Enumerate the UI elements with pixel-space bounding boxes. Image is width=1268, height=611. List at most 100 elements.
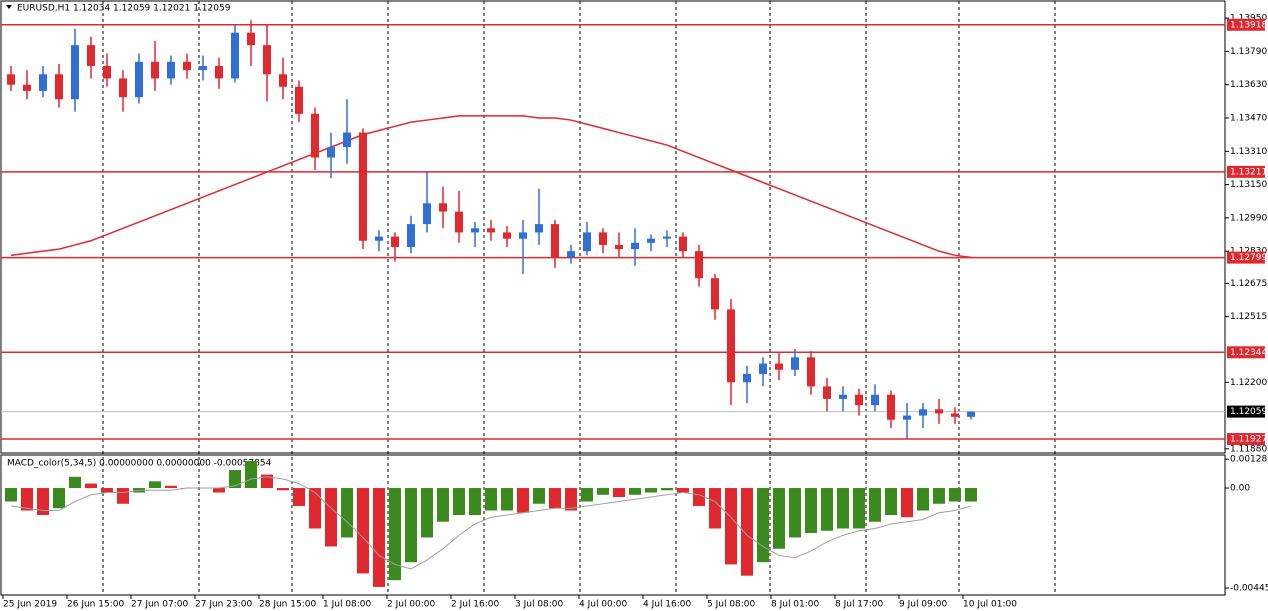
- x-tick-label: 10 Jul 01:00: [963, 600, 1017, 610]
- level-label-box: [1227, 346, 1265, 359]
- macd-bar: [725, 488, 737, 565]
- macd-bar: [805, 488, 817, 533]
- macd-bar: [37, 488, 49, 515]
- macd-bar: [629, 488, 641, 495]
- y-tick-label: 1.13150: [1230, 180, 1267, 190]
- level-label: 1.11927: [1230, 435, 1267, 445]
- x-tick-label: 4 Jul 16:00: [643, 600, 692, 610]
- macd-bar: [885, 488, 897, 515]
- macd-bar: [773, 488, 785, 549]
- candle-body: [823, 386, 831, 399]
- macd-bar: [949, 488, 961, 502]
- macd-bar: [709, 488, 721, 529]
- candle-body: [359, 132, 367, 241]
- y-tick-label: 1.12515: [1230, 312, 1267, 322]
- macd-bar: [693, 488, 705, 507]
- candle-body: [55, 74, 63, 100]
- macd-bar: [213, 488, 225, 493]
- candle-body: [887, 394, 895, 420]
- level-label-box: [1227, 18, 1265, 31]
- x-tick-label: 8 Jul 17:00: [835, 600, 884, 610]
- macd-bar: [581, 488, 593, 502]
- macd-frame: [0, 454, 1226, 596]
- candle-body: [967, 411, 975, 417]
- candle-body: [39, 74, 47, 91]
- main-frame: [0, 0, 1226, 454]
- macd-bar: [357, 488, 369, 574]
- x-tick-label: 8 Jul 01:00: [771, 600, 820, 610]
- y-tick-label: 1.12990: [1230, 213, 1267, 223]
- macd-bar: [549, 488, 561, 509]
- macd-bar: [261, 474, 273, 489]
- candle-body: [615, 244, 623, 250]
- y-tick-label: 1.13630: [1230, 80, 1267, 90]
- current-price-label: 1.12059: [1230, 407, 1267, 417]
- candle-body: [135, 61, 143, 98]
- macd-bar: [325, 488, 337, 547]
- level-label-box: [1227, 165, 1265, 178]
- candle-body: [871, 394, 879, 406]
- chart-title: EURUSD,H1 1.12034 1.12059 1.12021 1.1205…: [17, 4, 231, 14]
- macd-bar: [469, 488, 481, 515]
- candle-body: [263, 45, 271, 75]
- level-label: 1.13211: [1230, 167, 1267, 177]
- level-label: 1.13918: [1230, 20, 1267, 30]
- macd-bar: [517, 488, 529, 513]
- candle-body: [455, 211, 463, 233]
- macd-bar: [757, 488, 769, 563]
- x-tick-label: 2 Jul 00:00: [387, 600, 436, 610]
- candle-body: [295, 86, 303, 114]
- macd-bar: [117, 488, 129, 504]
- macd-bar: [453, 488, 465, 515]
- level-label-box: [1227, 433, 1265, 446]
- candle-body: [423, 203, 431, 225]
- candle-body: [695, 251, 703, 279]
- macd-bar: [741, 488, 753, 576]
- macd-bar: [597, 488, 609, 495]
- macd-bar: [277, 488, 289, 491]
- y-tick-label: 1.12675: [1230, 279, 1267, 289]
- candle-body: [743, 373, 751, 383]
- macd-bar: [101, 488, 113, 493]
- macd-bar: [437, 488, 449, 522]
- candle-body: [791, 357, 799, 370]
- candle-body: [951, 413, 959, 417]
- macd-bar: [613, 488, 625, 498]
- macd-bar: [293, 488, 305, 507]
- y-tick-label: 1.11880: [1230, 444, 1267, 454]
- macd-bar: [661, 488, 673, 491]
- candle-body: [199, 65, 207, 71]
- candle-body: [471, 228, 479, 233]
- candle-body: [23, 84, 31, 91]
- macd-bar: [245, 461, 257, 489]
- macd-bar: [677, 488, 689, 493]
- candle-body: [935, 409, 943, 414]
- candle-body: [551, 224, 559, 258]
- x-tick-label: 26 Jun 15:00: [67, 600, 124, 610]
- candle-body: [7, 74, 15, 85]
- candle-body: [279, 74, 287, 87]
- candle-body: [119, 78, 127, 98]
- macd-bar: [837, 488, 849, 529]
- macd-bar: [421, 488, 433, 538]
- y-tick-label: 1.13470: [1230, 113, 1267, 123]
- macd-bar: [53, 488, 65, 509]
- candle-body: [599, 232, 607, 245]
- macd-bar: [389, 488, 401, 581]
- macd-bar: [501, 488, 513, 511]
- macd-bar: [69, 476, 81, 489]
- y-tick-label: -0.00445: [1230, 584, 1268, 594]
- x-tick-label: 3 Jul 08:00: [515, 600, 564, 610]
- candle-body: [679, 236, 687, 252]
- candle-body: [919, 409, 927, 416]
- candle-body: [759, 363, 767, 374]
- candle-body: [375, 236, 383, 241]
- x-tick-label: 5 Jul 08:00: [707, 600, 756, 610]
- y-tick-label: 1.13950: [1230, 14, 1267, 24]
- macd-bar: [485, 488, 497, 511]
- macd-bar: [965, 488, 977, 502]
- candle-body: [311, 113, 319, 158]
- current-price-box: [1227, 405, 1265, 418]
- candle-body: [167, 61, 175, 79]
